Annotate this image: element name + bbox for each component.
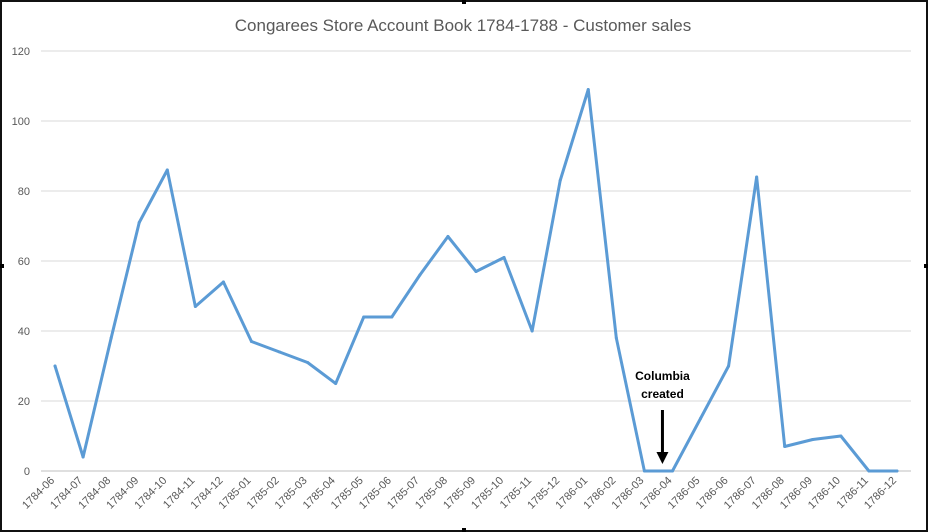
data-point [53,364,57,368]
data-point [502,256,506,259]
annotation-layer: Columbia created [635,369,690,464]
data-point [81,455,85,459]
resize-handle-bottom[interactable] [462,528,466,532]
data-point [586,88,590,91]
data-point [614,336,618,340]
data-point [670,469,674,473]
y-tick-label: 0 [24,466,30,478]
y-tick-label: 40 [18,326,30,338]
data-point [530,329,534,333]
y-tick-label: 60 [18,256,30,268]
data-point [446,235,450,238]
x-axis-ticks: 1784-061784-071784-081784-091784-101784-… [20,475,899,512]
data-point [474,270,478,273]
data-point [249,340,253,343]
data-point [699,417,703,420]
resize-handle-right[interactable] [924,264,928,268]
data-point [306,361,310,364]
data-point [783,445,787,448]
data-point [839,434,843,438]
data-point [109,336,113,340]
data-point [390,315,394,319]
data-point [221,280,225,284]
data-point [193,305,197,308]
resize-handle-left[interactable] [0,264,4,268]
data-point [334,382,338,385]
data-point [362,315,366,319]
series-line [53,88,899,473]
y-tick-label: 80 [18,186,30,198]
annotation-arrow-head [656,452,669,464]
y-tick-label: 100 [12,116,30,128]
data-point [418,273,422,277]
y-tick-label: 20 [18,396,30,408]
data-point [755,175,759,179]
chart-title: Congarees Store Account Book 1784-1788 -… [235,16,691,35]
data-point [895,469,899,473]
series-layer [53,88,899,473]
data-point [165,168,169,172]
data-point [811,438,815,441]
data-point [642,469,646,473]
y-axis-ticks: 0 20 40 60 80 100 120 [12,46,30,478]
data-point [558,179,562,182]
data-point [867,469,871,473]
data-point [137,221,141,224]
annotation-text: Columbia [635,369,690,383]
data-point [727,364,731,368]
annotation-text: created [641,387,684,401]
data-point [278,350,282,354]
y-tick-label: 120 [12,46,30,58]
resize-handle-top[interactable] [462,0,466,4]
